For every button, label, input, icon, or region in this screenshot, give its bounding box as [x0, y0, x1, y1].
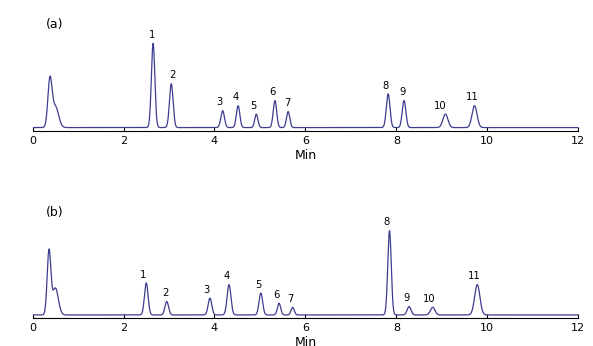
- Text: 8: 8: [382, 81, 388, 91]
- Text: 5: 5: [255, 280, 262, 290]
- Text: 8: 8: [384, 217, 390, 227]
- Text: 6: 6: [273, 290, 279, 300]
- Text: 3: 3: [216, 97, 222, 107]
- Text: 10: 10: [434, 101, 447, 111]
- Text: 7: 7: [288, 294, 294, 304]
- X-axis label: Min: Min: [294, 148, 317, 162]
- Text: 5: 5: [250, 101, 257, 111]
- Text: (a): (a): [46, 18, 64, 31]
- Text: 2: 2: [170, 70, 176, 80]
- Text: 1: 1: [141, 270, 146, 280]
- Text: 3: 3: [203, 285, 210, 295]
- Text: 10: 10: [423, 294, 435, 304]
- Text: 2: 2: [162, 288, 169, 298]
- Text: 6: 6: [269, 87, 275, 97]
- Text: 4: 4: [232, 92, 239, 102]
- X-axis label: Min: Min: [294, 336, 317, 346]
- Text: 1: 1: [149, 30, 155, 40]
- Text: 11: 11: [468, 271, 480, 281]
- Text: 7: 7: [284, 98, 291, 108]
- Text: 11: 11: [466, 92, 478, 102]
- Text: 4: 4: [223, 271, 229, 281]
- Text: 9: 9: [400, 87, 406, 97]
- Text: (b): (b): [46, 206, 64, 219]
- Text: 9: 9: [404, 293, 410, 303]
